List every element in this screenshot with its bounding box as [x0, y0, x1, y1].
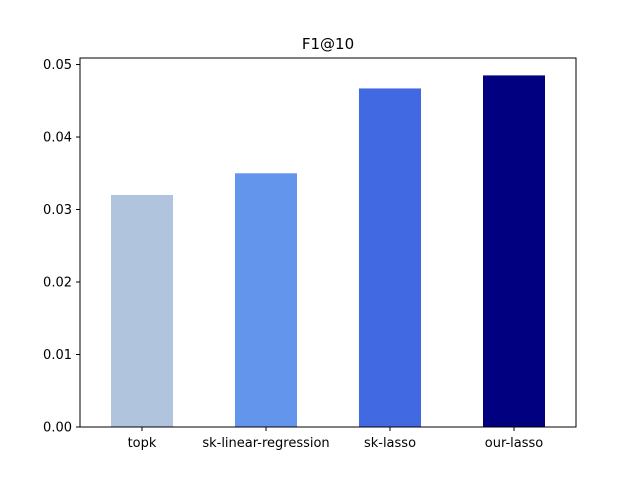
bar-sk-lasso [359, 88, 421, 427]
y-tick-label: 0.04 [43, 131, 72, 146]
y-tick-label: 0.00 [43, 421, 72, 436]
y-tick-label: 0.02 [43, 276, 72, 291]
x-axis: topk sk-linear-regression sk-lasso our-lass… [128, 427, 544, 451]
bar-topk [111, 195, 173, 427]
bar-sk-linear-regression [235, 173, 297, 427]
y-axis: 0.00 0.01 0.02 0.03 0.04 0.05 [43, 58, 80, 436]
y-tick-label: 0.01 [43, 348, 72, 363]
x-tick-label: our-lasso [485, 436, 544, 451]
x-tick-label: sk-lasso [364, 436, 416, 451]
chart-title: F1@10 [302, 35, 354, 53]
x-tick-label: topk [128, 436, 157, 451]
plot-frame [79, 57, 577, 428]
bar-our-lasso [483, 75, 545, 428]
x-tick-label: sk-linear-regression [202, 436, 329, 451]
bars-group [111, 75, 545, 428]
y-tick-label: 0.03 [43, 203, 72, 218]
y-tick-label: 0.05 [43, 58, 72, 73]
